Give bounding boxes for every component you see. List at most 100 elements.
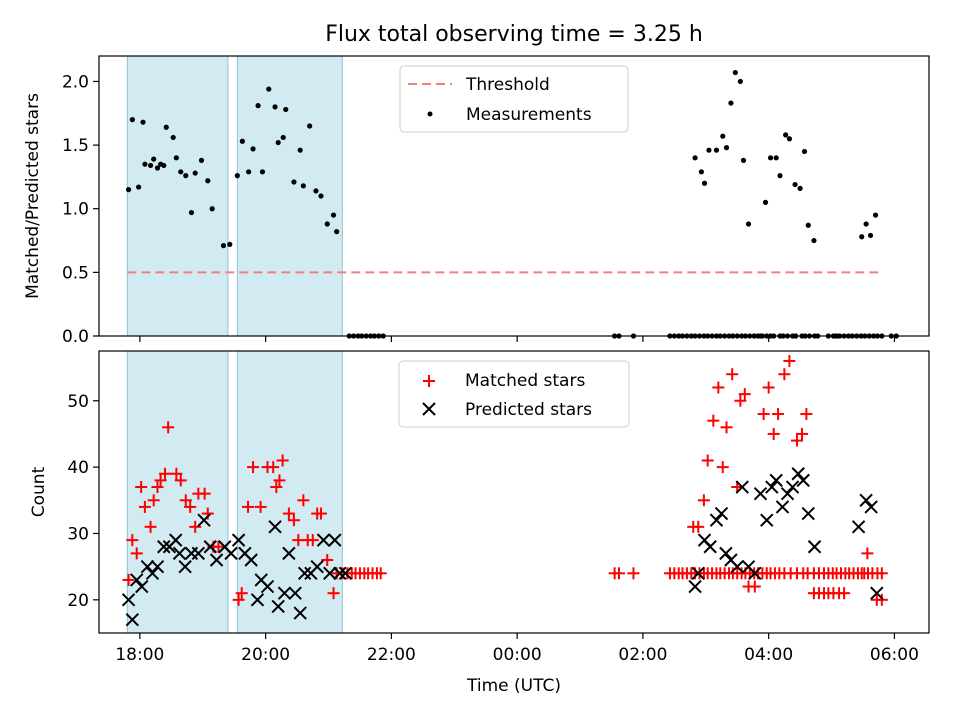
predicted-star-point [297, 566, 312, 580]
predicted-star-point [791, 467, 805, 481]
measurement-point [783, 132, 789, 138]
matched-star-point [861, 547, 874, 560]
shaded-interval [126, 55, 229, 337]
predicted-star-point [172, 546, 187, 561]
measurement-point [732, 69, 738, 76]
y-ticks: 20 30 40 50 [67, 392, 99, 611]
predicted-star-point [282, 546, 296, 561]
measurement-point [698, 169, 704, 175]
matched-star-point [235, 587, 248, 600]
measurement-point [811, 237, 817, 244]
predicted-star-point [870, 586, 884, 600]
matched-star-point [838, 587, 851, 600]
legend-label: Threshold [465, 75, 550, 95]
measurement-point [706, 147, 712, 153]
measurement-point [324, 221, 330, 227]
measurement-point [173, 155, 179, 161]
predicted-star-point [203, 540, 218, 554]
measurement-point [728, 100, 734, 106]
matched-star-point [297, 494, 310, 507]
measurement-point [246, 169, 252, 175]
predicted-star-point [703, 540, 717, 554]
predicted-star-point [338, 566, 353, 580]
predicted-star-point [197, 513, 211, 527]
measurement-point [280, 134, 286, 141]
measurement-point [170, 134, 176, 141]
measurement-point [330, 212, 337, 218]
measurement-point [792, 181, 798, 188]
matched-star-point [179, 494, 192, 507]
matched-star-point [701, 454, 714, 467]
measurement-point [867, 232, 874, 239]
predicted-star-point [769, 473, 783, 488]
predicted-star-point [244, 553, 258, 567]
predicted-star-point [310, 559, 324, 574]
plot-frame [98, 55, 930, 337]
legend-label: Predicted stars [465, 400, 592, 420]
matched-star-point [287, 514, 300, 527]
matched-star-point [162, 421, 175, 434]
legend-label: Measurements [466, 105, 592, 125]
x-tick-label: 02:00 [618, 645, 667, 665]
measurement-point [151, 156, 157, 162]
predicted-star-point [785, 480, 800, 494]
matched-star-point [282, 507, 295, 520]
matched-star-point [783, 354, 796, 367]
matched-star-point [254, 500, 267, 513]
predicted-star-point [730, 559, 744, 574]
measurement-point [161, 162, 167, 169]
matched-star-point [720, 421, 733, 434]
measurement-point [220, 243, 227, 249]
x-axis-label: Time (UTC) [466, 676, 561, 696]
y-tick-label: 50 [67, 392, 89, 412]
measurement-point [140, 119, 146, 125]
matched-star-point [790, 434, 803, 447]
measurement-point [334, 229, 340, 235]
predicted-star-point [691, 566, 705, 580]
matched-star-point [778, 368, 791, 381]
matched-star-point [270, 481, 283, 494]
predicted-star-point [277, 586, 292, 600]
x-ticks: 18:00 20:00 22:00 00:00 02:00 04:00 06:00 [115, 633, 919, 665]
matched-star-point [170, 467, 183, 480]
x-tick-label: 22:00 [367, 645, 416, 665]
matched-star-point [707, 414, 720, 427]
predicted-star-point [260, 579, 275, 594]
matched-star-point [154, 474, 167, 487]
matched-star-point [232, 593, 245, 606]
measurement-point [773, 155, 779, 161]
matched-star-point [772, 408, 785, 421]
measurement-point [188, 209, 195, 216]
measurement-point [283, 106, 289, 113]
y-tick-label: 2.0 [62, 72, 89, 92]
measurement-point [125, 187, 132, 193]
y-tick-label: 0.0 [62, 327, 89, 347]
matched-star-point [757, 408, 770, 421]
predicted-star-point [125, 613, 140, 627]
measurement-point [259, 169, 266, 175]
legend: Matched stars Predicted stars [398, 360, 630, 428]
y-tick-label: 40 [67, 458, 89, 478]
predicted-star-point [130, 573, 144, 587]
measurement-point [239, 138, 245, 144]
matched-star-point [174, 474, 187, 487]
measurement-point [147, 162, 154, 169]
measurement-point [720, 133, 726, 139]
measurement-point [805, 222, 811, 228]
measurement-point [178, 169, 184, 175]
predicted-star-point [709, 513, 724, 527]
shaded-interval [126, 350, 229, 634]
measurement-point [872, 212, 879, 218]
predicted-star-point [150, 559, 165, 574]
matched-star-point [247, 461, 260, 474]
predicted-star-point [753, 486, 768, 501]
shaded-intervals [126, 55, 343, 337]
measurement-point [205, 178, 211, 184]
x-tick-label: 18:00 [115, 645, 164, 665]
measurement-point [745, 221, 752, 227]
matched-star-point [184, 500, 197, 513]
measurement-point [250, 146, 256, 152]
matched-star-point [767, 427, 780, 440]
x-tick-label: 06:00 [870, 645, 919, 665]
